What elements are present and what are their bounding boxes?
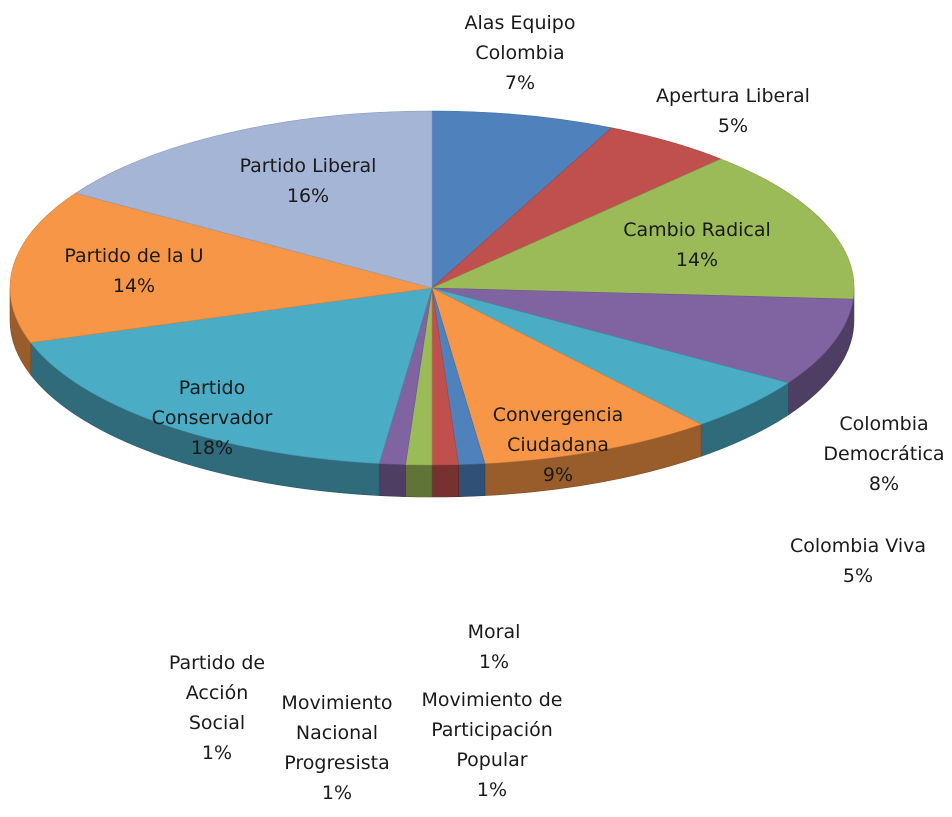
pie-slice-side-8 — [405, 464, 433, 498]
pie-slice-0 — [431, 110, 613, 289]
pie-label-7: Moral 1% — [468, 621, 521, 673]
pie-label-6: Movimiento de Participación Popular 1% — [422, 689, 563, 801]
pie-label-4: Colombia Viva 5% — [790, 535, 926, 587]
pie-depth-group — [9, 287, 855, 498]
pie-label-0: Alas Equipo Colombia 7% — [465, 12, 576, 94]
pie-label-11: Partido de la U 14% — [64, 245, 203, 297]
pie-label-8: Movimiento Nacional Progresista 1% — [281, 692, 392, 804]
pie-slice-5 — [431, 287, 702, 464]
pie-slice-side-6 — [458, 463, 486, 497]
pie-slice-side-7 — [431, 464, 459, 498]
pie-slice-11 — [9, 192, 433, 344]
pie-slice-10 — [30, 287, 433, 464]
pie-label-10: Partido Conservador 18% — [152, 377, 273, 459]
pie-labels-group: Alas Equipo Colombia 7% Apertura Liberal 5% C… — [64, 12, 944, 804]
pie-label-5: Convergencia Ciudadana 9% — [493, 404, 624, 486]
pie-label-12: Partido Liberal 16% — [240, 155, 377, 207]
pie-label-2: Cambio Radical 14% — [623, 219, 771, 271]
pie-slice-2 — [431, 158, 855, 300]
pie-slice-3 — [431, 287, 854, 384]
pie-slices-group — [9, 110, 855, 466]
pie-label-9: Partido de Acción Social 1% — [169, 652, 265, 764]
pie-slice-12 — [74, 110, 433, 289]
pie-label-1: Apertura Liberal 5% — [656, 85, 810, 137]
pie-slice-side-9 — [378, 463, 406, 497]
pie-label-3: Colombia Democrática 8% — [823, 413, 944, 495]
